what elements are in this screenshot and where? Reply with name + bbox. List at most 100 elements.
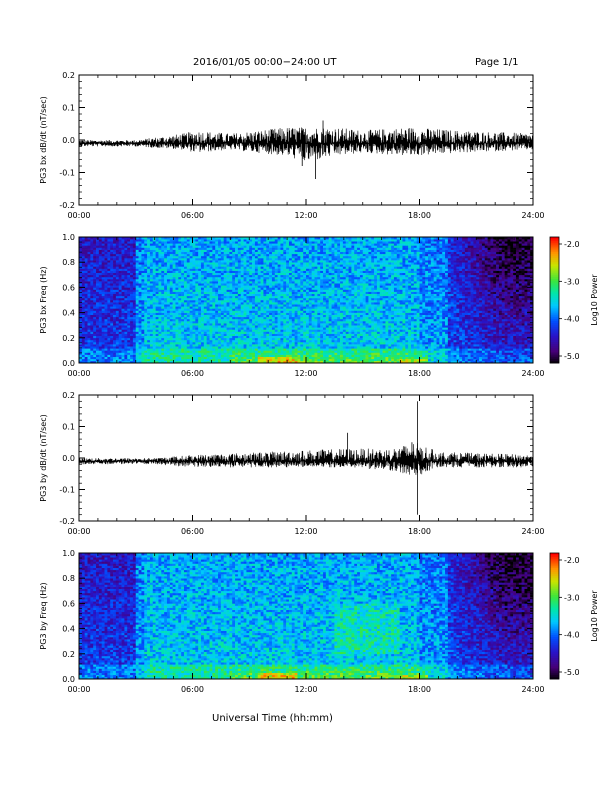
spectrogram-cell [144,272,148,276]
spectrogram-cell [240,262,244,265]
spectrogram-cell [81,251,85,255]
spectrogram-cell [81,302,85,305]
spectrogram-cell [124,241,128,244]
spectrogram-cell [235,333,239,336]
spectrogram-cell [172,251,176,255]
spectrogram-cell [220,247,225,250]
spectrogram-cell [308,335,312,339]
spectrogram-cell [98,253,102,257]
spectrogram-cell [286,239,290,242]
spectrogram-cell [237,337,242,341]
spectrogram-cell [203,279,207,282]
spectrogram-cell [121,342,125,345]
spectrogram-cell [175,354,179,357]
spectrogram-cell [232,291,236,294]
spectrogram-cell [229,281,233,284]
spectrogram-cell [141,350,145,353]
spectrogram-cell [235,323,239,326]
spectrogram-cell [300,258,304,261]
spectrogram-cell [98,321,102,324]
spectrogram-cell [297,245,301,248]
spectrogram-cell [212,306,216,309]
spectrogram-cell [127,253,131,257]
spectrogram-cell [288,342,293,345]
spectrogram-cell [79,285,83,288]
spectrogram-cell [132,329,137,332]
spectrogram-cell [104,287,108,290]
spectrogram-cell [90,323,94,326]
spectrogram-cell [308,318,312,322]
spectrogram-cell [297,304,301,307]
spectrogram-cell [306,249,310,252]
spectrogram-cell [229,295,233,299]
spectrogram-cell [237,272,242,276]
spectrogram-cell [286,327,290,330]
spectrogram-cell [135,274,139,278]
spectrogram-cell [79,276,83,280]
spectrogram-cell [288,308,293,311]
spectrogram-cell [201,300,205,303]
spectrogram-cell [178,304,182,307]
spectrogram-cell [138,268,142,271]
spectrogram-cell [192,306,196,309]
spectrogram-cell [79,337,83,341]
spectrogram-cell [115,331,120,334]
spectrogram-cell [280,339,284,343]
spectrogram-cell [161,314,165,318]
spectrogram-cell [124,331,128,334]
spectrogram-cell [252,241,256,244]
spectrogram-cell [240,318,244,322]
spectrogram-cell [249,249,253,252]
spectrogram-cell [90,314,94,318]
spectrogram-cell [110,264,114,267]
spectrogram-cell [113,348,117,351]
spectrogram-cell [149,335,154,339]
spectrogram-cell [81,276,85,280]
spectrogram-cell [195,268,199,271]
spectrogram-cell [152,304,156,307]
spectrogram-cell [271,323,276,326]
spectrogram-cell [84,243,88,246]
spectrogram-cell [81,255,85,259]
spectrogram-cell [132,274,137,278]
spectrogram-cell [130,293,134,297]
spectrogram-cell [252,243,256,246]
spectrogram-cell [121,323,125,326]
spectrogram-cell [79,321,83,324]
spectrogram-cell [161,335,165,339]
spectrogram-cell [266,346,270,349]
spectrogram-cell [130,245,134,248]
spectrogram-cell [232,312,236,315]
spectrogram-cell [141,272,145,276]
spectrogram-cell [121,266,125,269]
spectrogram-cell [127,348,131,351]
spectrogram-cell [206,247,210,250]
spectrogram-cell [183,360,188,364]
spectrogram-cell [81,354,85,357]
spectrogram-cell [96,243,100,246]
spectrogram-cell [237,276,242,280]
spectrogram-cell [141,289,145,292]
spectrogram-cell [87,348,91,351]
spectrogram-cell [124,251,128,255]
spectrogram-cell [232,289,236,292]
spectrogram-cell [175,337,179,341]
spectrogram-cell [144,350,148,353]
spectrogram-cell [192,264,196,267]
spectrogram-cell [107,314,111,318]
spectrogram-cell [113,258,117,261]
spectrogram-cell [209,270,213,273]
spectrogram-cell [266,251,270,255]
spectrogram-cell [263,295,267,299]
spectrogram-cell [300,300,304,303]
spectrogram-cell [294,243,298,246]
spectrogram-cell [215,237,219,240]
spectrogram-cell [206,268,210,271]
spectrogram-cell [189,279,193,282]
spectrogram-cell [138,348,142,351]
spectrogram-cell [155,287,159,290]
spectrogram-cell [115,243,120,246]
spectrogram-cell [263,312,267,315]
spectrogram-cell [235,344,239,347]
spectrogram-cell [266,285,270,288]
